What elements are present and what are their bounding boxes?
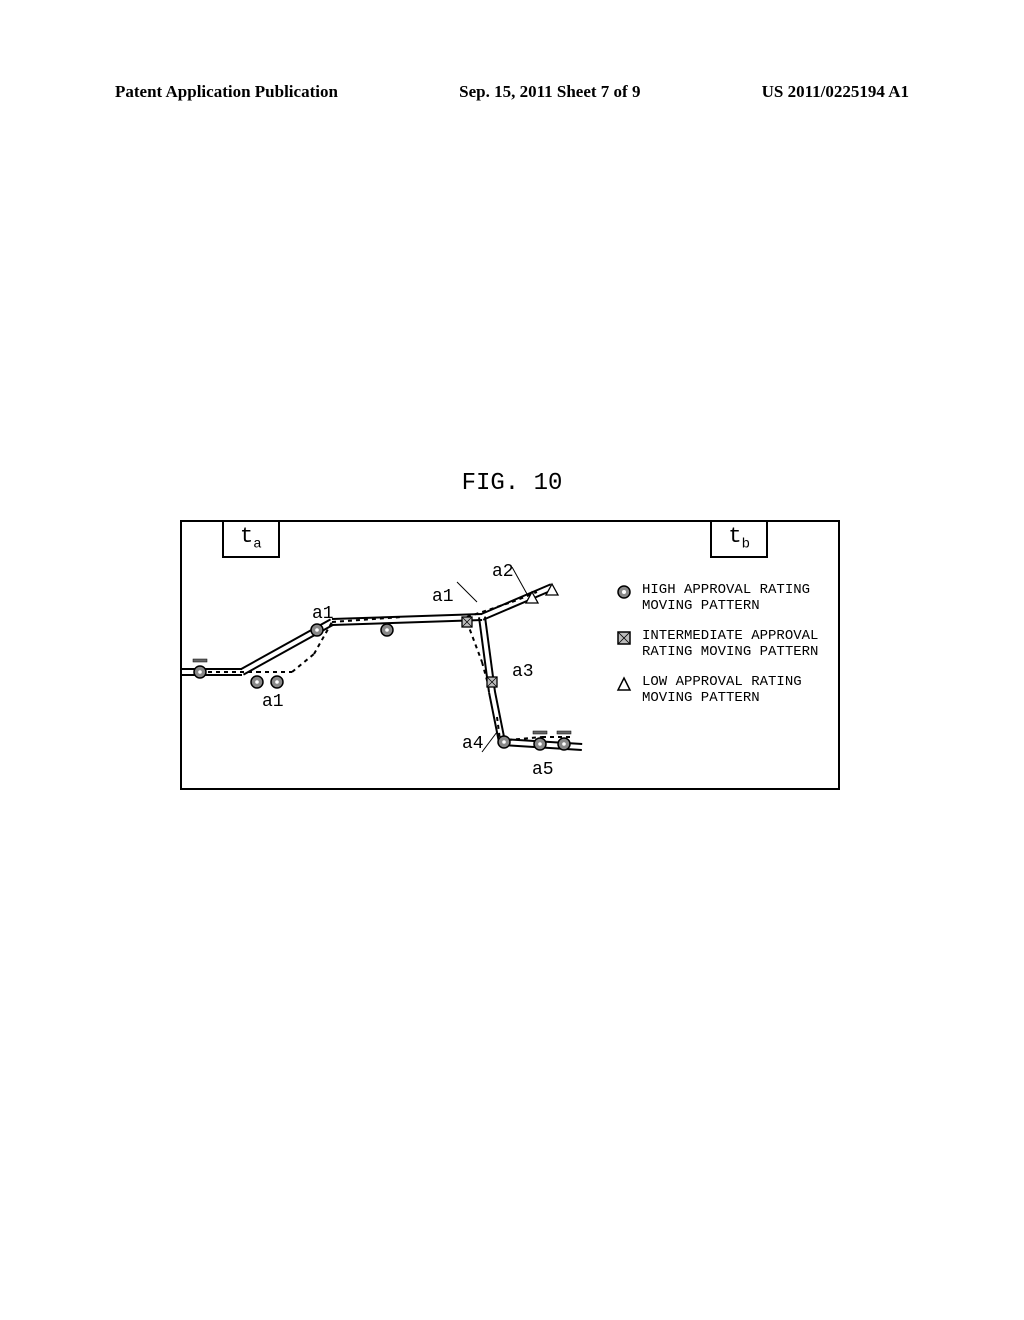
square-icon xyxy=(616,630,632,646)
tab-b-text: t xyxy=(728,524,741,549)
triangle-icon xyxy=(616,676,632,692)
figure-label: FIG. 10 xyxy=(0,470,1024,497)
figure-box: ta tb a1a1a1a2a3a4a5 HIGH APPROVAL RATIN… xyxy=(180,520,840,790)
legend-label-low: LOW APPROVAL RATING MOVING PATTERN xyxy=(642,674,826,706)
segment-label: a5 xyxy=(532,760,554,780)
legend-item-low: LOW APPROVAL RATING MOVING PATTERN xyxy=(616,674,826,706)
diagram-svg xyxy=(182,522,602,792)
header-center: Sep. 15, 2011 Sheet 7 of 9 xyxy=(459,82,640,102)
legend-label-high: HIGH APPROVAL RATING MOVING PATTERN xyxy=(642,582,826,614)
segment-label: a4 xyxy=(462,734,484,754)
legend-item-mid: INTERMEDIATE APPROVAL RATING MOVING PATT… xyxy=(616,628,826,660)
header-right: US 2011/0225194 A1 xyxy=(762,82,909,102)
page-header: Patent Application Publication Sep. 15, … xyxy=(115,82,909,102)
segment-label: a1 xyxy=(262,692,284,712)
header-left: Patent Application Publication xyxy=(115,82,338,102)
segment-label: a3 xyxy=(512,662,534,682)
segment-label: a1 xyxy=(312,604,334,624)
legend-label-mid: INTERMEDIATE APPROVAL RATING MOVING PATT… xyxy=(642,628,826,660)
legend-item-high: HIGH APPROVAL RATING MOVING PATTERN xyxy=(616,582,826,614)
tab-b-sub: b xyxy=(742,536,750,552)
tab-b: tb xyxy=(710,520,768,558)
segment-label: a1 xyxy=(432,587,454,607)
legend: HIGH APPROVAL RATING MOVING PATTERN INTE… xyxy=(616,582,826,721)
circle-icon xyxy=(616,584,632,600)
segment-label: a2 xyxy=(492,562,514,582)
